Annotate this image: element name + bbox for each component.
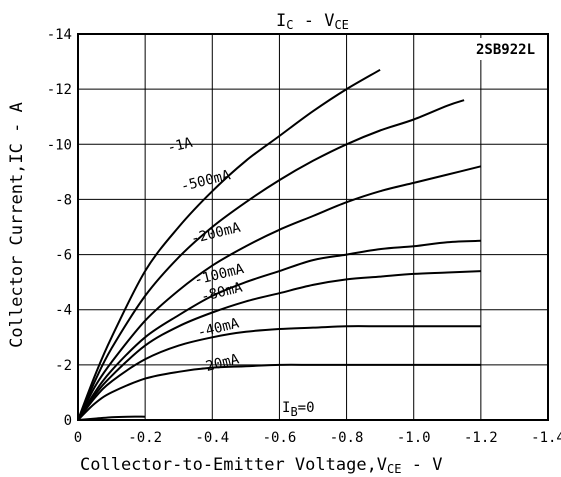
- model-label-box: [472, 38, 544, 60]
- series-line-100ma: [77, 239, 481, 421]
- x-tick-label: -0.6: [263, 430, 297, 446]
- curve-label: -20mA: [196, 351, 241, 377]
- curve-label: -1A: [166, 135, 195, 157]
- curve-label: -500mA: [179, 167, 232, 195]
- y-tick-label: -2: [55, 358, 72, 374]
- y-tick-label: -6: [55, 248, 72, 264]
- series-line-ib-zero: [77, 415, 146, 421]
- tick-labels: 0 -0.2 -0.4 -0.6 -0.8 -1.0 -1.2 -1.4 0 -2 -4 -6 -8 -1…: [47, 27, 561, 446]
- series-line-80ma: [77, 270, 481, 421]
- plot-frame: [77, 33, 549, 421]
- y-tick-label: -8: [55, 192, 72, 208]
- x-tick-label: -0.2: [128, 430, 162, 446]
- x-tick-label: -1.0: [397, 430, 431, 446]
- x-axis-title: Collector-to-Emitter Voltage,VCE - V: [80, 455, 442, 476]
- series-lines: [77, 68, 482, 421]
- y-tick-label: -10: [47, 137, 72, 153]
- series-line-40ma: [77, 325, 481, 421]
- x-tick-label: -0.4: [195, 430, 229, 446]
- y-tick-label: -14: [47, 27, 72, 43]
- x-tick-label: -1.2: [464, 430, 498, 446]
- x-tick-label: 0: [74, 430, 82, 446]
- series-line-500ma: [77, 99, 465, 421]
- x-tick-label: -1.4: [531, 430, 561, 446]
- ib-zero-label: IB=0: [282, 400, 315, 419]
- y-tick-label: 0: [64, 413, 72, 429]
- y-axis-title: Collector Current,IC - A: [7, 102, 27, 348]
- y-tick-label: -4: [55, 303, 72, 319]
- series-line-20ma: [77, 363, 481, 421]
- chart-title: IC - VCE: [276, 11, 349, 32]
- series-line-200ma: [77, 165, 482, 421]
- x-tick-label: -0.8: [330, 430, 364, 446]
- curve-label: -40mA: [196, 315, 241, 341]
- model-label: 2SB922L: [476, 42, 535, 58]
- y-tick-label: -12: [47, 82, 72, 98]
- series-line-1a: [77, 68, 381, 421]
- grid: [77, 33, 549, 421]
